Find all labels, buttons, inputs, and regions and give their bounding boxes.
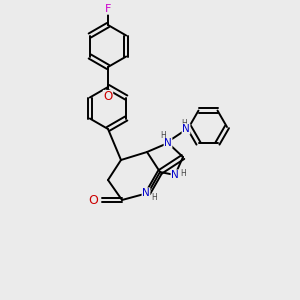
Text: H: H [151,194,157,202]
Text: O: O [103,91,112,103]
Text: N: N [171,170,179,180]
Text: N: N [142,188,150,198]
Text: H: H [180,169,186,178]
Text: O: O [88,194,98,206]
Text: N: N [164,138,172,148]
Text: F: F [105,4,111,14]
Text: H: H [160,131,166,140]
Text: H: H [181,118,187,127]
Text: N: N [182,124,190,134]
